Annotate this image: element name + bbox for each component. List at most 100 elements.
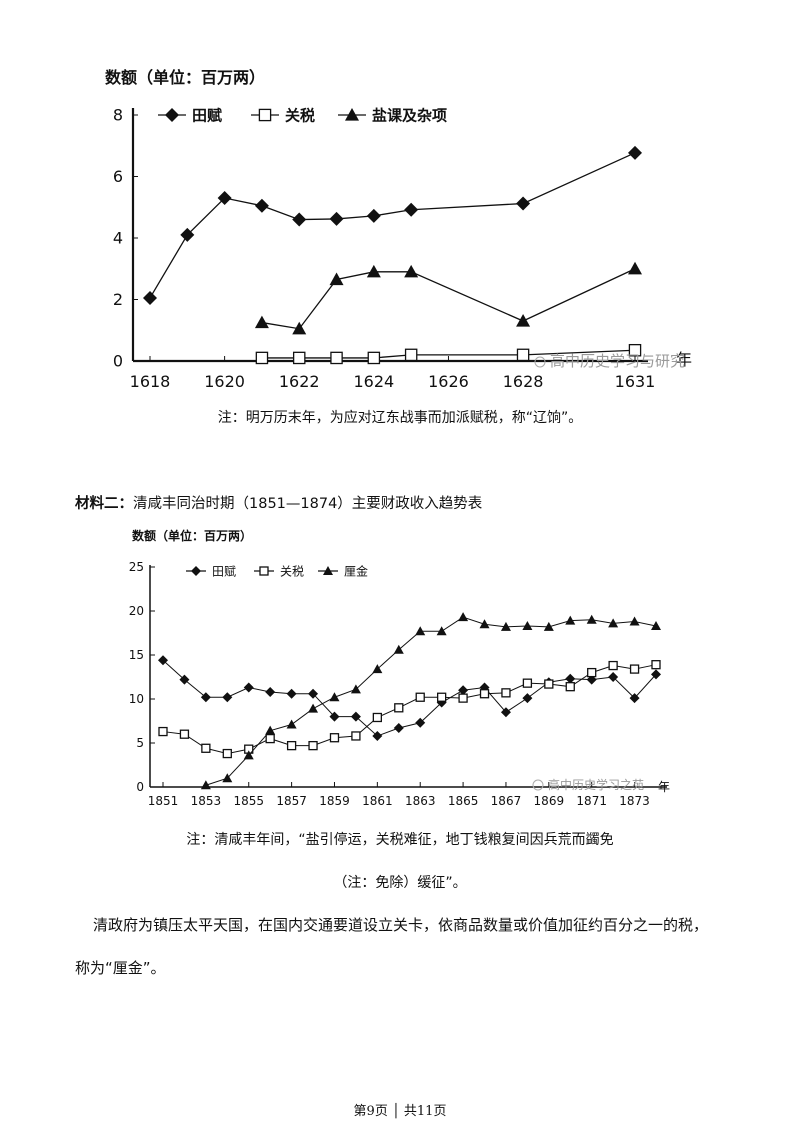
data-point-square [565,682,575,692]
x-tick-label: 1863 [405,794,436,808]
y-tick-label: 0 [136,780,144,794]
data-point-triangle [265,725,276,735]
data-point-triangle [286,719,297,729]
x-tick-label: 1855 [233,794,264,808]
data-point-triangle [366,264,381,278]
data-point-diamond [265,686,276,697]
data-point-diamond [415,717,426,728]
data-point-triangle [200,780,211,790]
chart-2-heading: 材料二：清咸丰同治时期（1851—1874）主要财政收入趋势表 [75,492,482,513]
data-point-diamond [254,198,269,213]
chart-1-note: 注：明万历末年，为应对辽东战事而加派赋税，称“辽饷”。 [217,410,583,426]
legend-label: 田赋 [212,564,236,578]
x-tick-label: 1622 [279,372,320,391]
data-point-diamond [217,191,232,206]
data-point-diamond [629,693,640,704]
y-tick-label: 8 [113,106,123,125]
data-point-square [372,712,382,723]
y-tick-label: 5 [136,736,144,750]
data-point-square [179,729,190,739]
data-point-diamond [143,290,157,305]
data-point-triangle [436,626,447,636]
chart-2-title: 清咸丰同治时期（1851—1874）主要财政收入趋势表 [133,496,483,512]
data-point-triangle [565,615,576,625]
x-tick-label: 1853 [191,794,222,808]
data-point-square [404,348,418,362]
data-point-diamond [329,211,344,226]
x-tick-label: 1618 [130,372,171,391]
data-point-triangle [243,750,254,760]
data-point-diamond [329,711,340,722]
watermark: 高中历史学习与研究 [534,352,685,370]
data-point-triangle [329,272,344,286]
data-point-triangle [292,321,307,335]
chart-1: 0 2 4 6 8 1618 1620 1622 1624 1626 1628 1631 年 数额（单位：… [0,0,800,440]
data-point-diamond [366,208,381,223]
data-point-diamond [372,730,383,741]
legend-marker-triangle [323,566,333,575]
data-point-square [330,351,343,365]
series-line [162,664,657,755]
data-point-square [437,692,447,702]
data-point-square [292,351,306,365]
watermark-text: 高中历史学习与研究 [550,352,685,370]
data-point-square [587,667,597,678]
series-3 [254,261,642,335]
data-point-diamond [522,693,533,704]
y-tick-label: 2 [113,290,123,309]
paragraph-line-2: 称为“厘金”。 [75,959,166,977]
chart-2-note-line-2: （注：免除）缓征”。 [333,875,467,891]
data-point-diamond [350,711,361,722]
data-point-square [415,692,425,702]
legend-marker-diamond [165,108,179,122]
y-tick-label: 4 [113,229,123,248]
data-point-square [394,703,404,713]
data-point-triangle [516,314,531,327]
data-point-diamond [608,672,619,682]
series-3 [200,612,661,790]
x-tick-label: 1865 [448,794,479,808]
data-point-triangle [586,614,597,624]
x-tick-label: 1851 [148,794,179,808]
data-point-diamond [393,723,404,734]
x-tick-label: 1871 [576,794,607,808]
data-point-square [286,740,297,751]
chart-1-svg: 0 2 4 6 8 1618 1620 1622 1624 1626 1628 1631 年 数额（单位：… [105,68,692,391]
x-axis-suffix: 年 [676,350,692,369]
data-point-triangle [522,620,533,630]
data-point-square [329,733,340,743]
data-point-diamond [404,202,419,217]
series-line [205,616,657,786]
x-tick-label: 1867 [491,794,522,808]
y-tick-label: 25 [129,560,144,574]
legend-marker-square [259,566,269,576]
legend-marker-square [258,108,272,122]
data-point-square [458,693,468,703]
data-point-square [367,351,381,365]
data-point-square [628,343,642,357]
watermark-icon [534,356,546,368]
x-tick-label: 1631 [615,372,656,391]
data-point-square [608,660,618,671]
data-point-triangle [458,612,469,622]
data-point-square [522,678,533,688]
y-tick-label: 20 [129,604,144,618]
series-2 [158,660,661,759]
legend-label: 盐课及杂项 [372,106,447,124]
watermark-icon [532,779,544,791]
series-line [261,268,636,330]
data-point-diamond [651,669,661,680]
y-tick-label: 0 [113,352,123,371]
data-point-diamond [516,196,531,211]
series-line [162,659,657,737]
legend-label: 关税 [280,564,304,578]
data-point-square [158,726,168,737]
data-point-triangle [222,773,233,783]
data-point-triangle [308,703,319,713]
data-point-diamond [180,227,195,242]
data-point-diamond [458,685,469,696]
legend: 田赋 关税 厘金 [186,563,368,578]
x-axis-suffix: 年 [658,780,670,794]
y-tick-label: 6 [113,167,123,186]
data-point-triangle [350,684,361,694]
